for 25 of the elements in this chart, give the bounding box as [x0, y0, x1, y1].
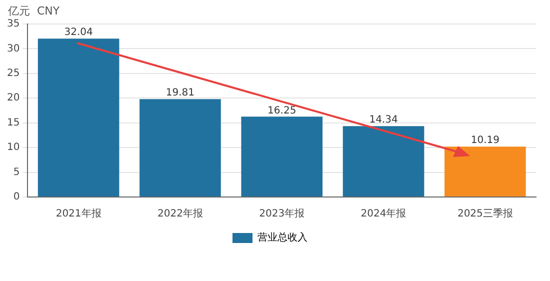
- y-tick-label: 15: [6, 117, 20, 128]
- data-label: 32.04: [64, 27, 93, 38]
- y-tick-label: 30: [6, 43, 20, 54]
- y-tick-label: 20: [6, 92, 20, 104]
- bar: [241, 116, 323, 196]
- bar: [140, 99, 221, 196]
- y-tick-label: 5: [13, 166, 20, 178]
- y-tick-label: 10: [6, 142, 20, 154]
- y-tick-label: 25: [6, 68, 20, 80]
- bar: [342, 126, 424, 196]
- legend-label: 营业总收入: [258, 232, 308, 244]
- y-tick-label: 35: [6, 18, 20, 30]
- x-tick-label: 2023年报: [259, 208, 305, 220]
- data-label: 19.81: [166, 88, 195, 99]
- x-tick-label: 2021年报: [56, 208, 102, 220]
- y-axis-title: 亿元 CNY: [7, 4, 60, 18]
- x-tick-label: 2022年报: [157, 208, 203, 220]
- data-label: 10.19: [470, 135, 500, 146]
- x-tick-label: 2025三季报: [457, 208, 513, 220]
- bar: [38, 38, 120, 196]
- data-label: 16.25: [268, 105, 296, 116]
- y-tick-label: 0: [13, 192, 20, 203]
- x-tick-label: 2024年报: [360, 208, 406, 220]
- data-label: 14.34: [369, 114, 398, 126]
- bar: [444, 146, 526, 196]
